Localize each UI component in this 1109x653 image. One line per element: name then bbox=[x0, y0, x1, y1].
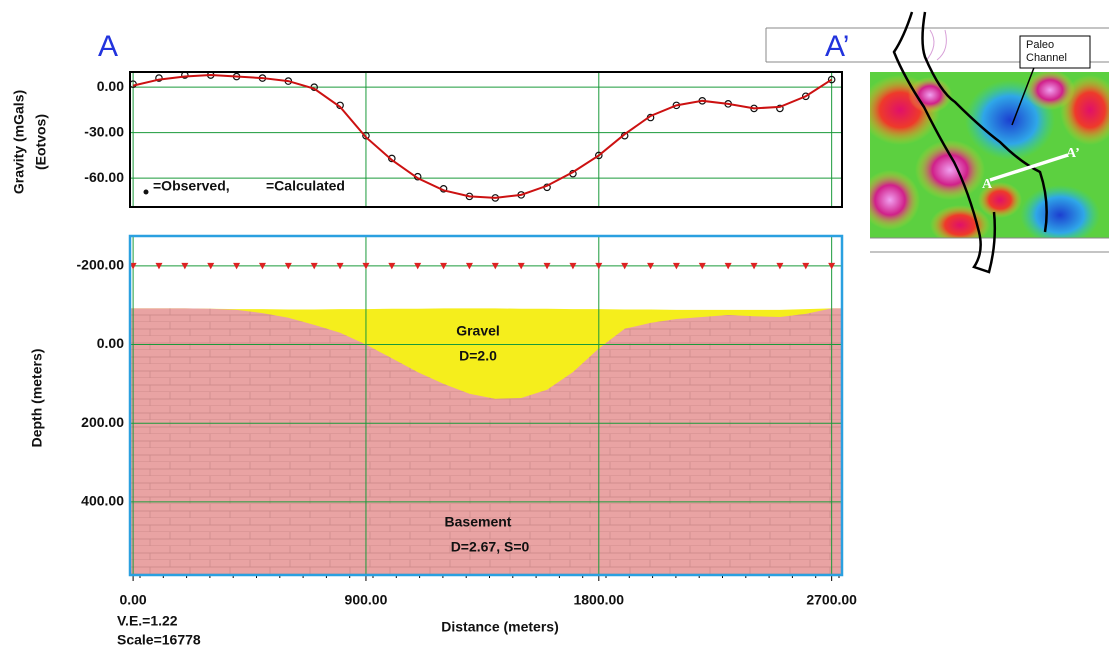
x-tick-label: 1800.00 bbox=[573, 592, 624, 608]
map-inset: Paleo Channel A A’ bbox=[766, 12, 1109, 272]
layer-name: Gravel bbox=[456, 323, 500, 339]
y-axis-label: (Eotvos) bbox=[33, 114, 49, 170]
layer-name: Basement bbox=[445, 514, 512, 530]
note: V.E.=1.22 bbox=[117, 613, 178, 629]
layer-label: D=2.67, S=0 bbox=[451, 539, 530, 555]
map-label: Paleo bbox=[1026, 39, 1054, 51]
y-tick-label: -200.00 bbox=[77, 257, 125, 273]
layer-label: D=2.0 bbox=[459, 348, 497, 364]
legend-label: =Calculated bbox=[266, 178, 345, 194]
legend-label: =Observed, bbox=[153, 178, 230, 194]
x-tick-label: 2700.00 bbox=[806, 592, 857, 608]
map-label: Channel bbox=[1026, 52, 1067, 64]
x-tick-label: 0.00 bbox=[119, 592, 146, 608]
map-label: A bbox=[982, 177, 993, 192]
section-label: A bbox=[98, 30, 118, 63]
map-label: A’ bbox=[1066, 146, 1080, 161]
y-tick-label: 400.00 bbox=[81, 493, 124, 509]
y-axis-label: Depth (meters) bbox=[29, 349, 45, 448]
section-label: A’ bbox=[825, 30, 849, 63]
x-axis-label: Distance (meters) bbox=[441, 619, 559, 635]
y-tick-label: -60.00 bbox=[84, 169, 124, 185]
x-tick-label: 900.00 bbox=[345, 592, 388, 608]
y-tick-label: -30.00 bbox=[84, 123, 124, 139]
y-tick-label: 0.00 bbox=[97, 78, 124, 94]
y-tick-label: 0.00 bbox=[97, 335, 124, 351]
y-tick-label: 200.00 bbox=[81, 414, 124, 430]
y-axis-label: Gravity (mGals) bbox=[11, 90, 27, 194]
figure: Paleo Channel A A’ A A’ 0.00 -30.00 -60.00… bbox=[0, 0, 1109, 653]
plot-frame bbox=[130, 72, 842, 207]
calculated-line bbox=[133, 75, 832, 198]
note: Scale=16778 bbox=[117, 632, 201, 648]
legend-marker bbox=[144, 190, 149, 195]
